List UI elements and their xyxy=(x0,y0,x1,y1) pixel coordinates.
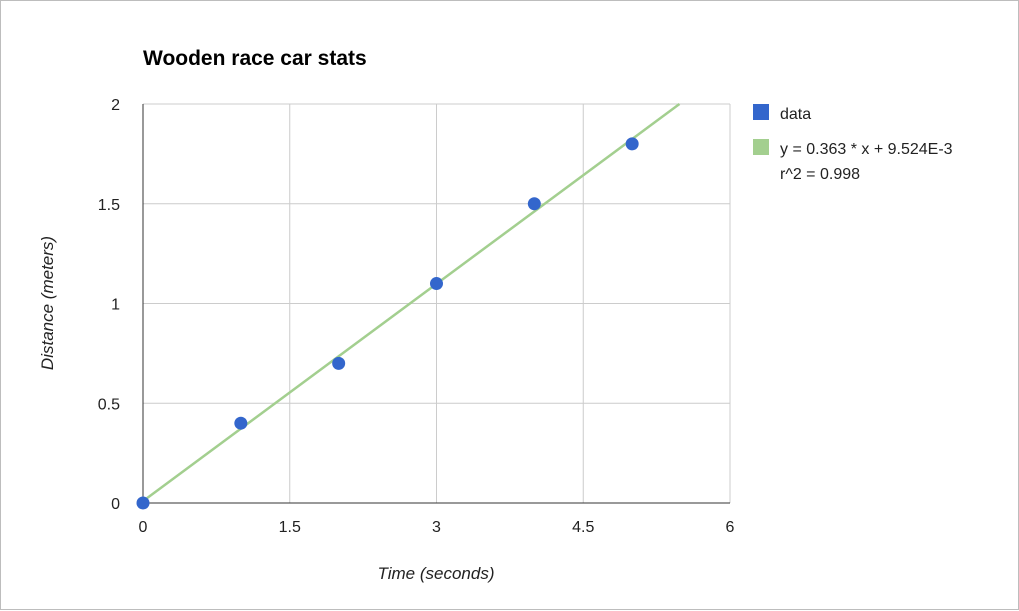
data-point xyxy=(136,496,150,510)
data-point xyxy=(234,416,248,430)
data-point xyxy=(430,277,443,291)
legend-swatch-data xyxy=(753,104,769,120)
legend-label-data: data xyxy=(780,106,811,123)
y-tick-label: 0 xyxy=(111,496,120,513)
legend-swatch-trendline xyxy=(753,139,769,155)
legend[interactable]: data y = 0.363 * x + 9.524E-3 r^2 = 0.99… xyxy=(753,104,953,183)
y-tick-label: 1.5 xyxy=(98,197,120,214)
x-tick-label: 3 xyxy=(432,519,441,536)
x-tick-label: 0 xyxy=(139,519,148,536)
y-tick-label: 1 xyxy=(111,297,120,314)
y-tick-label: 2 xyxy=(111,97,120,114)
x-tick-label: 6 xyxy=(726,519,735,536)
y-axis-title: Distance (meters) xyxy=(38,236,57,370)
data-point xyxy=(332,356,346,370)
y-tick-label: 0.5 xyxy=(98,396,120,413)
legend-label-trendline-r2: r^2 = 0.998 xyxy=(780,166,860,183)
tick-labels: 0 1.5 3 4.5 6 0 0.5 1 1.5 2 xyxy=(98,97,735,536)
legend-label-trendline-equation: y = 0.363 * x + 9.524E-3 xyxy=(780,141,953,158)
data-point xyxy=(527,197,541,211)
data-point xyxy=(625,137,639,151)
trendline-layer xyxy=(142,102,681,503)
x-tick-label: 4.5 xyxy=(572,519,594,536)
grid xyxy=(143,103,731,503)
data-points xyxy=(136,137,639,510)
x-tick-label: 1.5 xyxy=(279,519,301,536)
chart-title: Wooden race car stats xyxy=(143,47,367,70)
x-axis-title: Time (seconds) xyxy=(378,564,495,583)
trendline xyxy=(142,102,681,503)
axes xyxy=(142,104,730,504)
